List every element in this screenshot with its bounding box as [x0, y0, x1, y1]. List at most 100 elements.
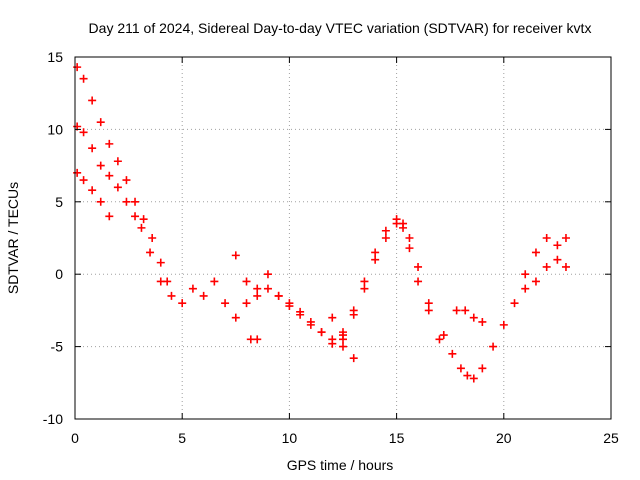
- data-point: [274, 291, 283, 300]
- data-point: [435, 335, 444, 344]
- data-point: [105, 171, 114, 180]
- data-point: [88, 186, 97, 195]
- x-tick-label: 5: [178, 430, 186, 446]
- data-point: [148, 234, 157, 242]
- data-point: [79, 74, 88, 83]
- data-point: [79, 128, 88, 137]
- data-point: [156, 277, 165, 286]
- data-point: [371, 255, 380, 264]
- series-track-e: [231, 251, 358, 363]
- data-point: [461, 306, 470, 315]
- data-point: [381, 234, 390, 242]
- data-point: [231, 313, 240, 322]
- series-track-c: [73, 168, 114, 221]
- data-point: [139, 215, 148, 224]
- data-point: [73, 63, 82, 72]
- data-point: [88, 144, 97, 153]
- data-point: [73, 168, 82, 177]
- data-point: [414, 262, 423, 271]
- data-point: [469, 374, 478, 383]
- x-tick-label: 10: [282, 430, 298, 446]
- y-tick-label: 15: [47, 49, 63, 65]
- data-point: [122, 197, 131, 206]
- data-point: [188, 284, 197, 293]
- data-point: [349, 354, 358, 363]
- data-point: [448, 349, 457, 358]
- data-point: [339, 342, 347, 351]
- series-track-k: [452, 306, 487, 326]
- data-point: [156, 258, 165, 267]
- data-point: [439, 331, 448, 340]
- data-point: [489, 342, 498, 351]
- data-point: [242, 299, 251, 308]
- data-point: [328, 313, 337, 322]
- data-point: [405, 244, 414, 253]
- data-point: [521, 284, 530, 293]
- x-axis-label: GPS time / hours: [287, 457, 394, 473]
- y-tick-label: -5: [51, 339, 64, 355]
- data-point: [349, 310, 358, 319]
- series-track-d: [146, 248, 230, 308]
- data-point: [531, 248, 540, 257]
- data-point: [113, 183, 122, 192]
- data-point: [146, 248, 155, 257]
- x-tick-label: 0: [71, 430, 79, 446]
- data-point: [96, 197, 105, 206]
- data-point: [392, 219, 401, 228]
- series-track-f: [231, 284, 347, 348]
- series-track-i: [339, 219, 433, 340]
- data-point: [96, 161, 105, 170]
- series-track-g: [246, 335, 262, 344]
- data-point: [424, 306, 433, 315]
- data-point: [456, 364, 465, 373]
- x-tick-label: 20: [496, 430, 512, 446]
- data-point: [137, 223, 146, 232]
- data-point: [463, 371, 472, 380]
- chart-title: Day 211 of 2024, Sidereal Day-to-day VTE…: [89, 20, 592, 36]
- y-tick-label: 10: [47, 121, 63, 137]
- data-point: [478, 364, 487, 373]
- data-point: [306, 320, 315, 329]
- data-point: [253, 291, 262, 300]
- data-point: [178, 299, 187, 308]
- data-point: [510, 299, 519, 308]
- data-point: [199, 291, 208, 300]
- tick-layer: 0 5 10 15 20 25 -10 -5 0 5 10 15: [43, 49, 619, 446]
- data-point: [561, 262, 570, 271]
- x-tick-label: 15: [389, 430, 405, 446]
- y-tick-label: 0: [55, 266, 63, 282]
- data-point: [285, 299, 294, 308]
- data-point: [263, 284, 272, 293]
- series-track-l: [521, 255, 570, 293]
- data-point: [231, 251, 240, 260]
- data-point: [131, 197, 140, 206]
- data-point: [167, 291, 176, 300]
- data-point: [542, 262, 551, 271]
- data-point: [210, 277, 219, 286]
- data-point: [469, 313, 478, 322]
- data-point: [561, 234, 570, 242]
- data-point: [553, 255, 562, 264]
- series-track-a: [73, 63, 172, 286]
- data-point: [131, 212, 140, 221]
- y-tick-label: 5: [55, 194, 63, 210]
- x-tick-label: 25: [603, 430, 619, 446]
- data-point: [478, 317, 487, 326]
- y-axis-label: SDTVAR / TECUs: [5, 182, 21, 294]
- data-point: [424, 299, 433, 308]
- data-point: [296, 310, 305, 319]
- data-point: [253, 284, 262, 293]
- data-point: [381, 226, 390, 235]
- data-point: [542, 234, 551, 242]
- data-point: [405, 234, 414, 242]
- data-point: [105, 139, 114, 148]
- data-point: [531, 277, 540, 286]
- data-point: [317, 328, 326, 337]
- y-tick-label: -10: [43, 411, 63, 427]
- data-point: [105, 212, 114, 221]
- data-point: [113, 157, 122, 166]
- data-point: [360, 277, 369, 286]
- data-point: [339, 331, 347, 340]
- series-track-b: [73, 122, 146, 232]
